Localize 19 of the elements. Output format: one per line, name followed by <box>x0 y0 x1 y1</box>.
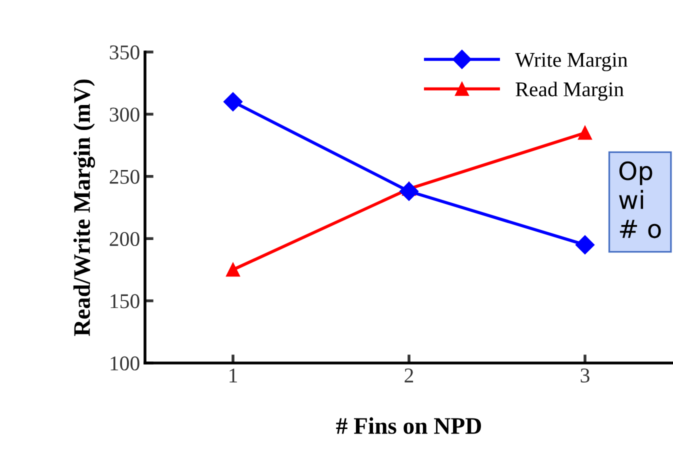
y-tick-label: 300 <box>110 108 140 122</box>
y-tick-label: 350 <box>110 45 140 60</box>
point <box>578 126 592 140</box>
y-tick-label: 250 <box>110 170 140 184</box>
y-axis-title: Read/Write Margin (mV) <box>73 80 95 336</box>
y-tick-label: 150 <box>110 294 140 308</box>
x-tick-label: 2 <box>404 368 414 382</box>
x-tick-label: 3 <box>580 368 590 383</box>
point <box>399 182 419 201</box>
x-tick-label: 1 <box>230 368 237 382</box>
x-axis-title: # Fins on NPD <box>336 417 481 434</box>
point <box>226 262 240 277</box>
point <box>575 235 595 254</box>
annotation: Op wi # o <box>619 161 661 238</box>
legend-label: Read Margin <box>516 82 624 101</box>
y-tick-label: 200 <box>110 232 140 246</box>
point <box>223 92 243 112</box>
y-tick-label: 100 <box>110 356 140 370</box>
legend-label: Write Margin <box>515 52 628 72</box>
